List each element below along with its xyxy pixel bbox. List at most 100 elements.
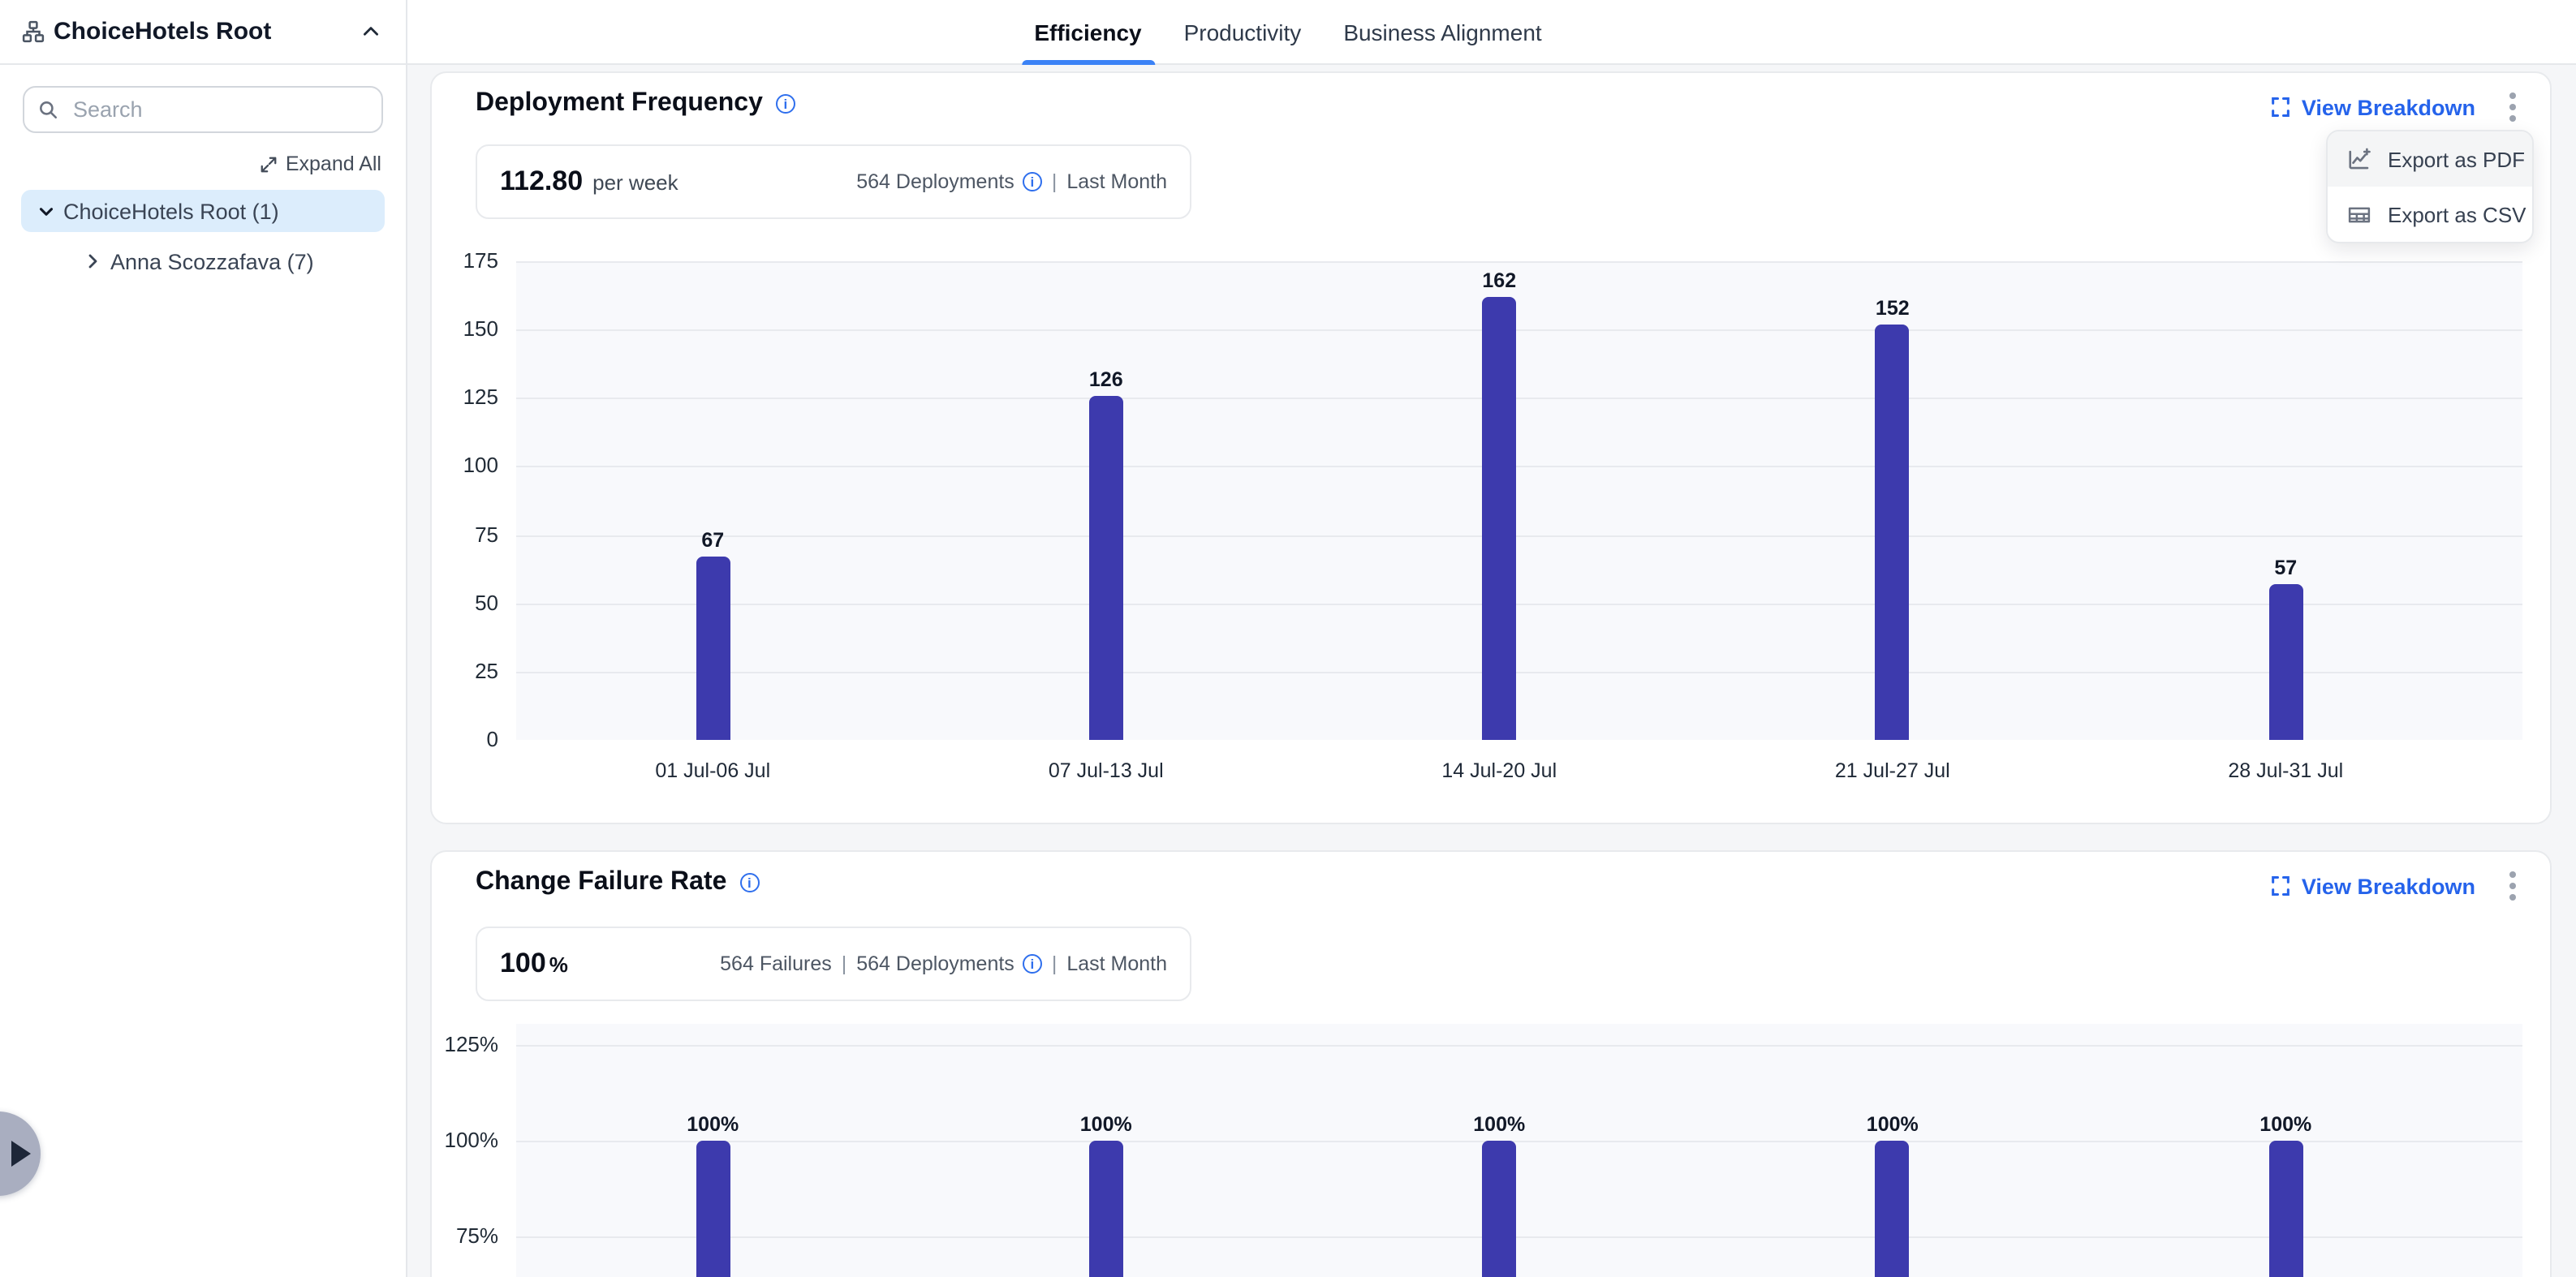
x-axis-tick: 01 Jul-06 Jul xyxy=(655,759,771,782)
y-axis-tick: 125% xyxy=(444,1032,499,1056)
org-tree: ChoiceHotels Root (1) Anna Scozzafava (7) xyxy=(21,190,385,290)
expand-all-button[interactable]: Expand All xyxy=(260,153,381,175)
kebab-menu-button[interactable] xyxy=(2501,88,2524,127)
bar-07-jul-13-jul[interactable] xyxy=(1088,395,1123,740)
plot-area xyxy=(516,261,2522,740)
sidebar-title: ChoiceHotels Root xyxy=(54,18,272,45)
info-icon[interactable]: i xyxy=(1022,954,1042,974)
tab-efficiency[interactable]: Efficiency xyxy=(1019,0,1156,65)
view-breakdown-link[interactable]: View Breakdown xyxy=(2269,95,2475,119)
y-axis-tick: 150 xyxy=(463,316,498,342)
main-content: Deployment Frequency i View Breakdown 11… xyxy=(407,65,2576,1277)
tab-business-alignment[interactable]: Business Alignment xyxy=(1329,0,1556,65)
expand-corners-icon xyxy=(2269,875,2292,897)
y-axis-tick: 100% xyxy=(444,1128,499,1152)
stat-unit: per week xyxy=(592,170,678,195)
gridline xyxy=(516,1236,2522,1238)
sidebar: ChoiceHotels Root Expand All ChoiceHotel… xyxy=(0,0,407,1277)
stat-meta: 564 Deployments i | Last Month xyxy=(856,170,1167,193)
view-breakdown-link[interactable]: View Breakdown xyxy=(2269,874,2475,898)
bar-value-label: 100% xyxy=(1079,1113,1132,1136)
triangle-right-icon xyxy=(11,1141,31,1167)
menu-item-export-as-pdf[interactable]: Export as PDF xyxy=(2328,131,2532,187)
card-title: Change Failure Rate xyxy=(476,868,727,896)
meta-stat: 564 Deployments xyxy=(856,952,1014,975)
stat-value: 100 xyxy=(500,948,546,978)
expand-all-label: Expand All xyxy=(285,153,381,175)
tree-item-anna-scozzafava-7-[interactable]: Anna Scozzafava (7) xyxy=(21,240,385,282)
tab-label: Efficiency xyxy=(1034,19,1142,45)
meta-period: Last Month xyxy=(1066,952,1167,975)
x-axis-tick: 07 Jul-13 Jul xyxy=(1048,759,1164,782)
chevron-right-icon[interactable] xyxy=(80,252,106,271)
info-icon[interactable]: i xyxy=(1022,172,1042,191)
y-axis-tick: 175 xyxy=(463,248,498,273)
deployment-frequency-chart: 175 150 125 100 75 50 25 0 67 01 Jul-06 Jul 126 07 … xyxy=(432,248,2553,797)
bar-01-jul-06-jul[interactable] xyxy=(696,1141,730,1277)
tab-productivity[interactable]: Productivity xyxy=(1170,0,1316,65)
bar-value-label: 100% xyxy=(1866,1113,1919,1136)
chevron-up-icon[interactable] xyxy=(360,21,381,42)
menu-item-label: Export as PDF xyxy=(2388,147,2526,171)
info-icon[interactable]: i xyxy=(739,873,760,892)
y-axis-tick: 25 xyxy=(475,658,498,683)
bar-07-jul-13-jul[interactable] xyxy=(1088,1141,1123,1277)
tab-label: Productivity xyxy=(1183,19,1302,45)
bar-21-jul-27-jul[interactable] xyxy=(1875,1141,1910,1277)
tab-bar: Efficiency Productivity Business Alignment xyxy=(1019,0,1556,65)
gridline xyxy=(516,261,2522,263)
change-failure-rate-chart: 125%100%75%100%01 Jul-06 Jul100%07 Jul-1… xyxy=(432,1024,2553,1277)
gridline xyxy=(516,1045,2522,1047)
bar-value-label: 152 xyxy=(1875,296,1910,320)
topbar: Efficiency Productivity Business Alignment xyxy=(0,0,2576,65)
gridline xyxy=(516,398,2522,400)
gridline xyxy=(516,1141,2522,1142)
bar-21-jul-27-jul[interactable] xyxy=(1875,324,1910,740)
bar-28-jul-31-jul[interactable] xyxy=(2268,1141,2303,1277)
gridline xyxy=(516,671,2522,673)
org-chart-icon xyxy=(21,19,45,44)
table-icon xyxy=(2347,202,2371,226)
bar-01-jul-06-jul[interactable] xyxy=(696,557,730,740)
bar-28-jul-31-jul[interactable] xyxy=(2268,583,2303,740)
expand-diagonal-icon xyxy=(260,155,278,173)
search-input[interactable] xyxy=(70,96,368,123)
x-axis-tick: 14 Jul-20 Jul xyxy=(1441,759,1557,782)
chart-line-plus-icon xyxy=(2347,147,2371,171)
stat-box: 100 % 564 Failures | 564 Deployments i | Last… xyxy=(476,927,1191,1001)
x-axis-tick: 21 Jul-27 Jul xyxy=(1834,759,1950,782)
y-axis-tick: 50 xyxy=(475,590,498,615)
pipe-separator: | xyxy=(1051,952,1058,975)
menu-item-export-as-csv[interactable]: Export as CSV xyxy=(2328,187,2532,242)
search-icon xyxy=(37,99,58,120)
bar-value-label: 126 xyxy=(1088,368,1123,391)
stat-value: 112.80 xyxy=(500,166,584,196)
gridline xyxy=(516,603,2522,605)
bar-value-label: 100% xyxy=(687,1113,739,1136)
chevron-down-icon[interactable] xyxy=(32,200,58,221)
change-failure-rate-card: Change Failure Rate i View Breakdown 100 xyxy=(430,850,2552,1277)
bar-value-label: 57 xyxy=(2274,556,2298,579)
kebab-menu-button[interactable] xyxy=(2501,866,2524,905)
bar-value-label: 67 xyxy=(701,529,725,553)
info-icon[interactable]: i xyxy=(775,94,795,114)
meta-period: Last Month xyxy=(1066,170,1167,193)
pipe-separator: | xyxy=(841,952,847,975)
y-axis-tick: 125 xyxy=(463,385,498,410)
y-axis-tick: 75 xyxy=(475,522,498,547)
meta-stat: 564 Failures xyxy=(720,952,832,975)
export-menu: Export as PDF Export as CSV xyxy=(2326,130,2534,243)
bar-14-jul-20-jul[interactable] xyxy=(1482,1141,1517,1277)
gridline xyxy=(516,329,2522,332)
meta-stat: 564 Deployments xyxy=(856,170,1014,193)
bar-14-jul-20-jul[interactable] xyxy=(1482,296,1517,740)
tab-label: Business Alignment xyxy=(1343,19,1542,45)
tree-item-label: Anna Scozzafava (7) xyxy=(110,249,314,273)
deployment-frequency-card: Deployment Frequency i View Breakdown 11… xyxy=(430,71,2552,824)
stat-meta: 564 Failures | 564 Deployments i | Last Month xyxy=(720,952,1167,975)
sidebar-search[interactable] xyxy=(23,86,383,133)
card-title: Deployment Frequency xyxy=(476,89,763,117)
tree-item-choicehotels-root-1-[interactable]: ChoiceHotels Root (1) xyxy=(21,190,385,232)
